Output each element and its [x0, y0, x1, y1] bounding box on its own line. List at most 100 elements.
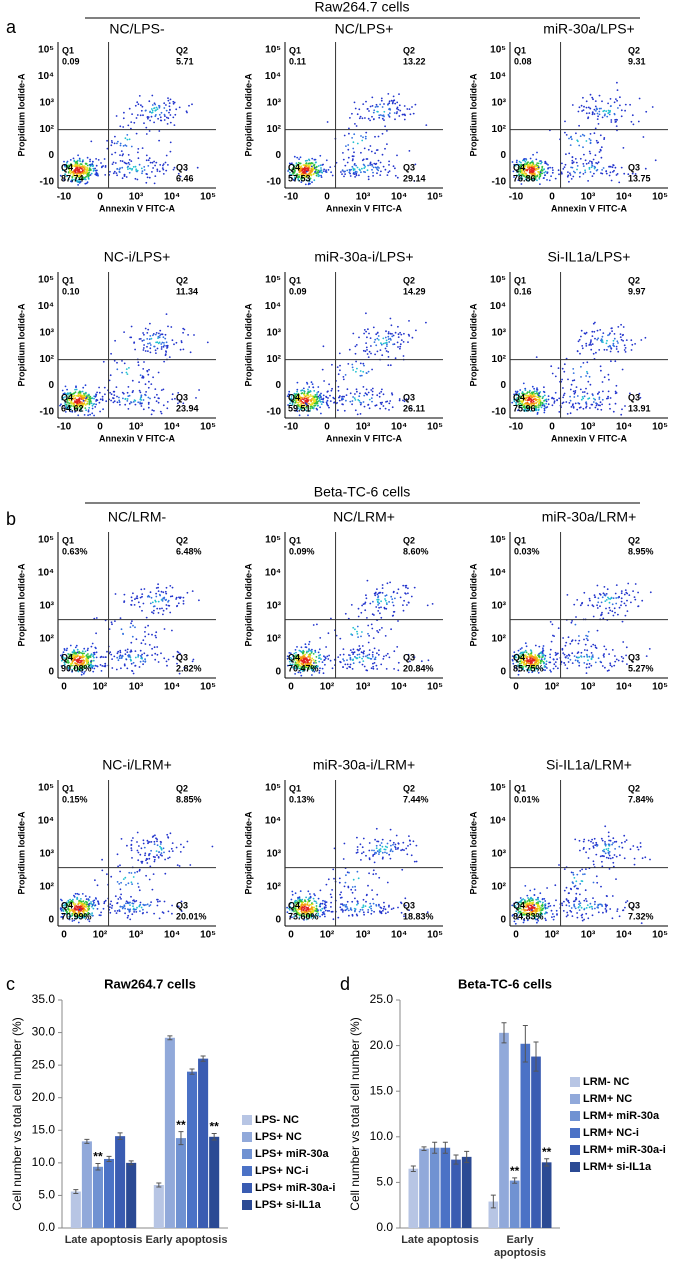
event-dot [197, 167, 199, 169]
event-dot [398, 662, 400, 664]
event-dot [365, 594, 367, 596]
event-dot [576, 162, 578, 164]
event-dot [79, 398, 81, 400]
event-dot [167, 123, 169, 125]
event-dot [343, 379, 345, 381]
event-dot [83, 400, 85, 402]
section-title: Raw264.7 cells [315, 0, 410, 15]
event-dot [523, 159, 525, 161]
event-dot [555, 178, 557, 180]
event-dot [77, 649, 79, 651]
event-dot [610, 397, 612, 399]
event-dot [577, 350, 579, 352]
event-dot [586, 332, 588, 334]
event-dot [90, 660, 92, 662]
event-dot [369, 164, 371, 166]
event-dot [140, 104, 142, 106]
event-dot [128, 162, 130, 164]
event-dot [608, 612, 610, 614]
event-dot [113, 394, 115, 396]
event-dot [609, 610, 611, 612]
event-dot [552, 624, 554, 626]
event-dot [543, 400, 545, 402]
event-dot [538, 406, 540, 408]
event-dot [94, 654, 96, 656]
event-dot [587, 659, 589, 661]
event-dot [126, 651, 128, 653]
event-dot [550, 365, 552, 367]
event-dot [357, 633, 359, 635]
event-dot [570, 174, 572, 176]
event-dot [160, 343, 162, 345]
event-dot [573, 372, 575, 374]
event-dot [76, 399, 78, 401]
event-dot [314, 167, 316, 169]
event-dot [351, 364, 353, 366]
event-dot [307, 392, 309, 394]
event-dot [541, 167, 543, 169]
event-dot [568, 138, 570, 140]
event-dot [612, 166, 614, 168]
event-dot [346, 170, 348, 172]
event-dot [357, 414, 359, 416]
event-dot [74, 655, 76, 657]
event-dot [596, 108, 598, 110]
event-dot [353, 133, 355, 135]
event-dot [590, 139, 592, 141]
event-dot [528, 395, 530, 397]
event-dot [113, 391, 115, 393]
y-tick-label: 10² [267, 354, 282, 365]
event-dot [149, 177, 151, 179]
quadrant-value: 0.09 [289, 286, 307, 296]
event-dot [85, 166, 87, 168]
event-dot [74, 896, 76, 898]
quadrant-value: 23.94 [176, 403, 199, 413]
x-axis-label: Annexin V FITC-A [326, 433, 402, 443]
event-dot [347, 388, 349, 390]
event-dot [383, 166, 385, 168]
event-dot [93, 415, 95, 417]
event-dot [383, 111, 385, 113]
event-dot [381, 100, 383, 102]
event-dot [606, 349, 608, 351]
event-dot [598, 398, 600, 400]
event-dot [155, 593, 157, 595]
event-dot [119, 125, 121, 127]
event-dot [369, 649, 371, 651]
event-dot [616, 125, 618, 127]
event-dot [359, 169, 361, 171]
event-dot [327, 397, 329, 399]
event-dot [365, 342, 367, 344]
event-dot [372, 175, 374, 177]
event-dot [116, 143, 118, 145]
event-dot [349, 666, 351, 668]
event-dot [570, 137, 572, 139]
event-dot [130, 337, 132, 339]
event-dot [613, 340, 615, 342]
event-dot [121, 372, 123, 374]
event-dot [326, 159, 328, 161]
event-dot [319, 394, 321, 396]
event-dot [165, 162, 167, 164]
event-dot [163, 610, 165, 612]
event-dot [602, 665, 604, 667]
event-dot [99, 392, 101, 394]
event-dot [296, 389, 298, 391]
event-dot [421, 660, 423, 662]
event-dot [153, 161, 155, 163]
event-dot [105, 400, 107, 402]
event-dot [368, 176, 370, 178]
event-dot [193, 334, 195, 336]
x-tick-label: 10⁴ [616, 682, 632, 693]
event-dot [114, 340, 116, 342]
event-dot [96, 657, 98, 659]
event-dot [122, 126, 124, 128]
event-dot [381, 403, 383, 405]
event-dot [571, 178, 573, 180]
event-dot [163, 404, 165, 406]
event-dot [607, 397, 609, 399]
event-dot [146, 912, 148, 914]
event-dot [96, 392, 98, 394]
event-dot [607, 103, 609, 105]
event-dot [367, 633, 369, 635]
